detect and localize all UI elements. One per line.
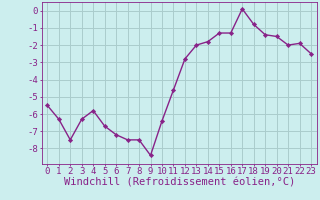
X-axis label: Windchill (Refroidissement éolien,°C): Windchill (Refroidissement éolien,°C) [64,178,295,188]
